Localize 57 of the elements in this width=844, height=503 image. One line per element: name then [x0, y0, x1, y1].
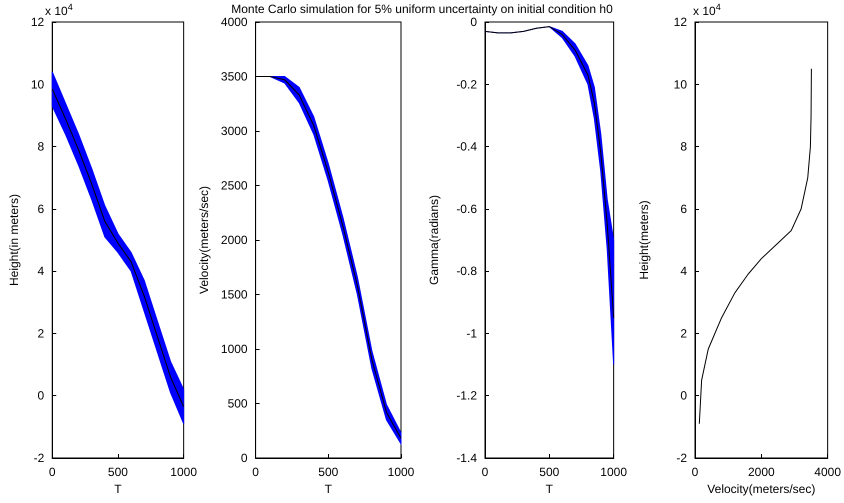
- y-tick-label: -1.2: [456, 388, 478, 403]
- y-tick-label: 500: [228, 396, 248, 410]
- y-tick-label: 1000: [220, 342, 248, 356]
- x-axis-title: Velocity(meters/sec): [707, 482, 816, 496]
- y-tick-label: 12: [30, 15, 45, 29]
- y-tick-label: -1.4: [456, 451, 478, 465]
- y-tick-label: 4000: [220, 15, 248, 29]
- x-tick-label: 500: [108, 465, 128, 479]
- y-tick-label: 0: [240, 451, 248, 465]
- y-tick-label: 4: [680, 264, 688, 278]
- y-tick-label: 10: [674, 77, 688, 92]
- y-tick-label: -0.8: [456, 264, 478, 278]
- y-tick-label: 2: [38, 326, 45, 340]
- y-axis-title: Height(in meters): [7, 194, 21, 286]
- x-axis-title: T: [546, 482, 554, 496]
- y-tick-label: 1500: [220, 288, 248, 302]
- y-axis-title: Velocity(meters/sec): [197, 186, 211, 294]
- y-axis-title: Gamma(radians): [427, 194, 441, 286]
- x-tick-label: 2000: [748, 465, 775, 479]
- y-tick-label: 6: [38, 202, 45, 216]
- y-tick-label: 6: [680, 202, 688, 216]
- x-tick-label: 0: [48, 465, 56, 479]
- x-tick-label: 0: [692, 465, 699, 479]
- line-series: [698, 68, 812, 424]
- y-tick-label: -0.4: [456, 140, 478, 154]
- x-tick-label: 1000: [170, 465, 198, 479]
- y-axis-title: Height(meters): [637, 200, 651, 280]
- y-tick-label: 0: [680, 388, 688, 403]
- x-axis-title: T: [324, 482, 333, 496]
- x-axis-title: T: [114, 482, 122, 496]
- y-tick-label: 3000: [220, 124, 248, 138]
- y-tick-label: 0: [470, 15, 478, 29]
- y-tick-label: 2000: [220, 233, 248, 247]
- y-tick-label: 2: [680, 326, 688, 340]
- y-tick-label: 0: [38, 388, 45, 403]
- x-tick-label: 0: [252, 465, 260, 479]
- y-tick-label: -1: [466, 326, 478, 340]
- x-tick-label: 0: [482, 465, 489, 479]
- chart-title: Monte Carlo simulation for 5% uniform uncertainty on initial condition h0: [231, 2, 613, 16]
- x-tick-label: 1000: [388, 465, 415, 479]
- y-tick-label: -2: [676, 451, 688, 465]
- y-tick-label: 2500: [220, 178, 248, 192]
- y-tick-label: 12: [674, 15, 688, 29]
- y-tick-label: -0.6: [456, 202, 478, 216]
- x-tick-label: 500: [539, 465, 560, 479]
- x-tick-label: 1000: [600, 465, 628, 479]
- y-tick-label: 8: [680, 140, 688, 154]
- text: x 10$^{4}$: [45, 2, 73, 18]
- y-tick-label: 8: [38, 140, 45, 154]
- text: x 10$^{4}$: [693, 2, 721, 18]
- y-tick-label: 3500: [220, 70, 248, 84]
- y-tick-label: -2: [34, 451, 45, 465]
- y-tick-label: -0.2: [456, 77, 478, 92]
- y-tick-label: 10: [30, 77, 45, 92]
- x-tick-label: 4000: [814, 465, 842, 479]
- x-tick-label: 500: [318, 465, 339, 479]
- y-tick-label: 4: [38, 264, 45, 278]
